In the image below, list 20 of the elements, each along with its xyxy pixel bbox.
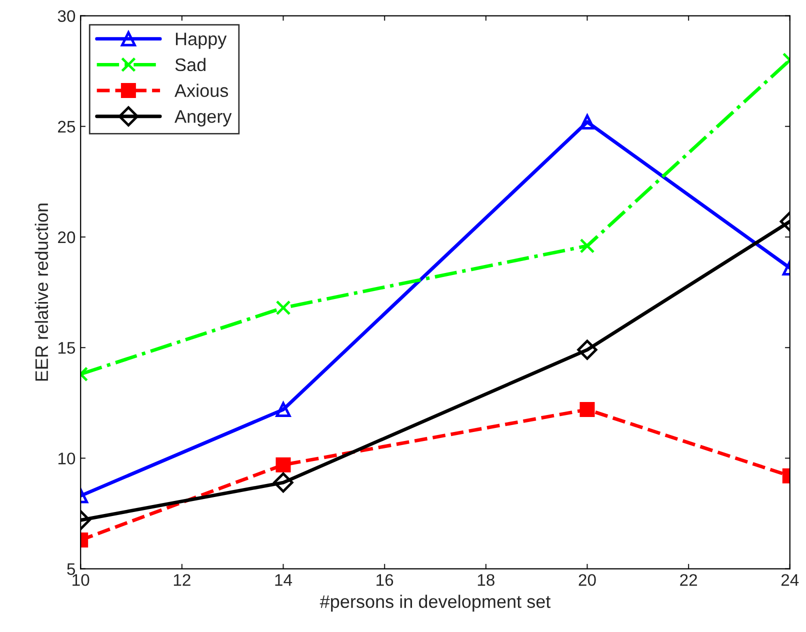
legend-label: Axious [174,84,228,98]
x-tick-label: 16 [376,574,394,586]
y-tick-label: 20 [58,231,76,244]
y-axis-title: EER relative reduction [34,204,48,381]
y-tick-label: 25 [58,120,76,133]
x-tick-label: 10 [72,574,90,586]
x-tick-label: 24 [781,574,799,586]
y-tick-label: 10 [58,452,76,464]
x-tick-label: 22 [680,574,697,586]
legend-label: Sad [175,58,206,72]
x-tick-label: 20 [578,574,596,586]
legend-label: Angery [174,110,232,126]
x-tick-label: 14 [275,574,292,586]
y-tick-label: 5 [67,563,76,576]
y-tick-label: 30 [58,10,76,22]
x-tick-label: 18 [478,574,494,586]
legend-label: Happy [176,32,227,49]
x-axis-title: #persons in development set [320,594,551,612]
y-tick-label: 15 [58,342,76,354]
x-tick-label: 12 [174,574,190,586]
